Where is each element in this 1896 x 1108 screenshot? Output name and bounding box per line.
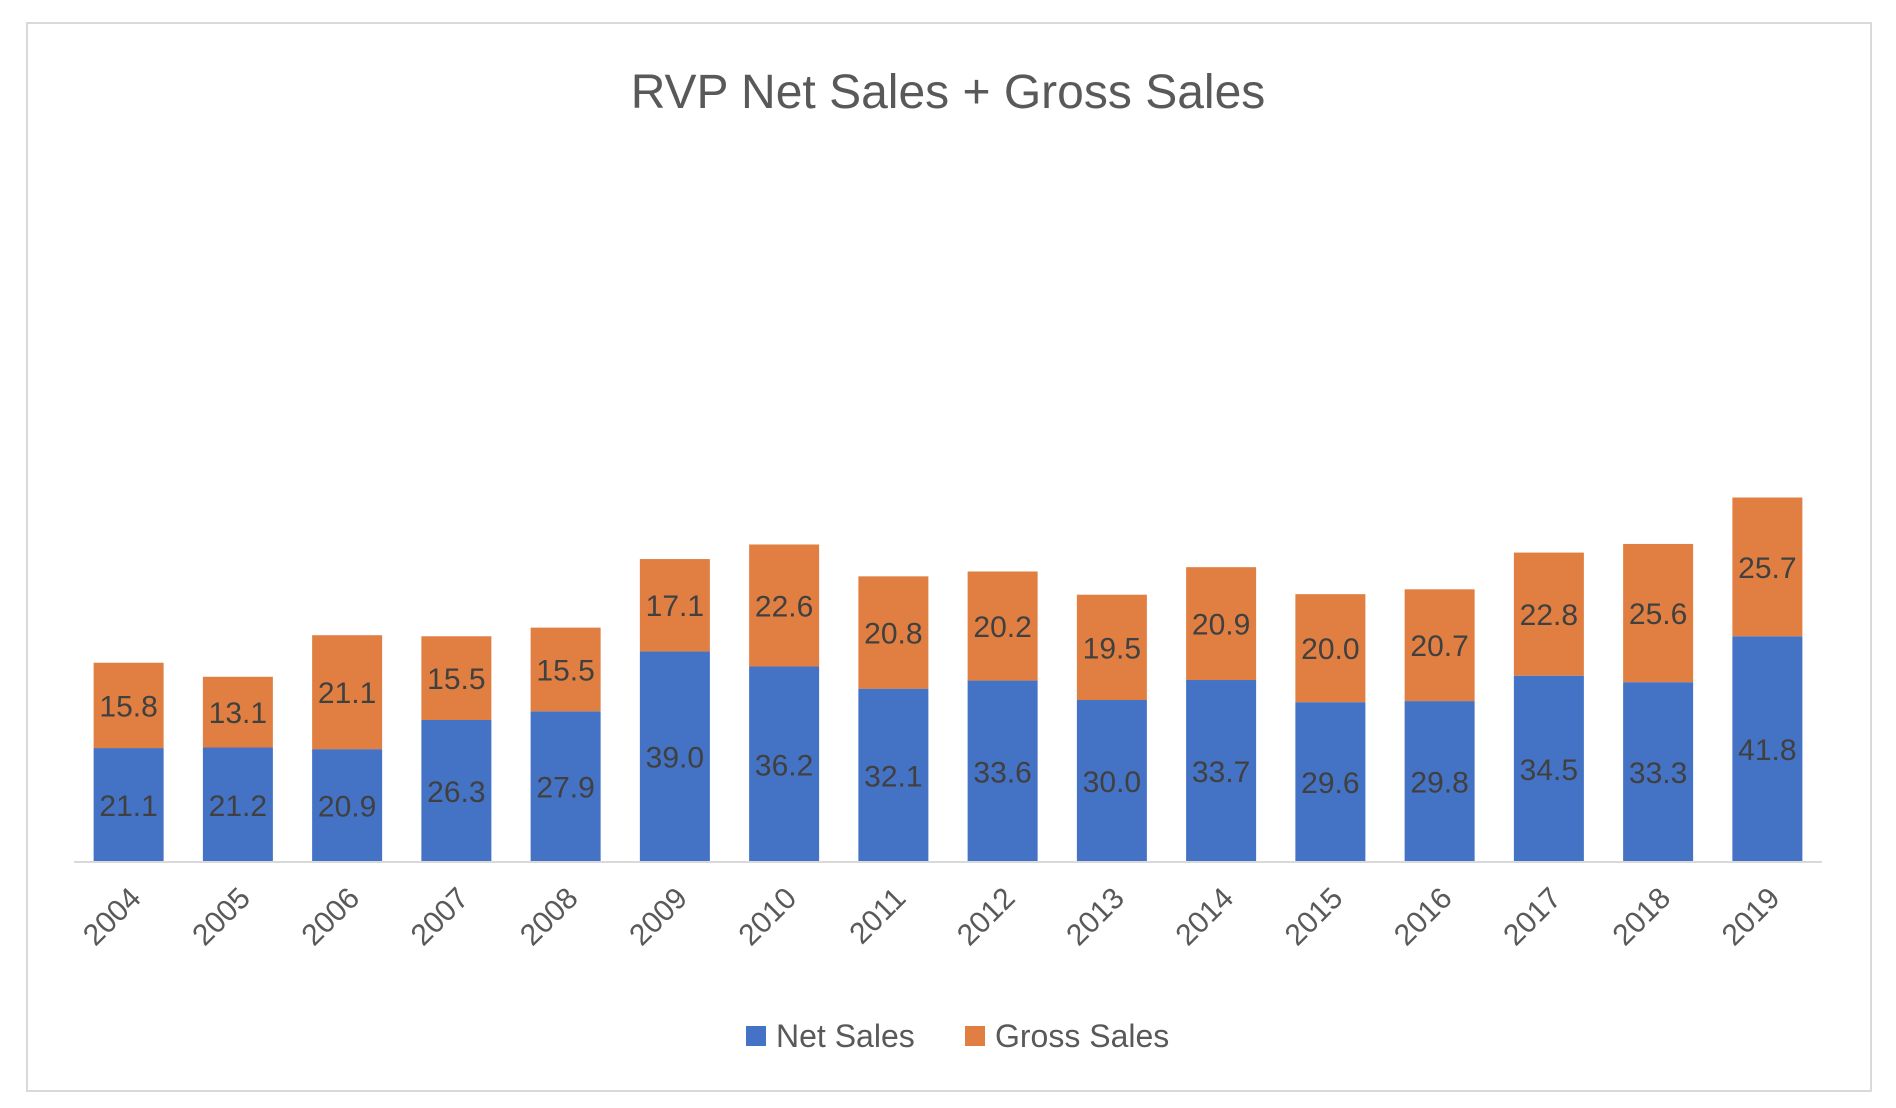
bar-net-sales-2010 <box>749 666 820 862</box>
bar-gross-sales-2010 <box>749 544 820 667</box>
data-label-gross-sales-2009: 17.1 <box>646 590 704 623</box>
data-label-net-sales-2017: 34.5 <box>1520 754 1578 787</box>
data-label-net-sales-2008: 27.9 <box>536 772 594 805</box>
bar-net-sales-2018 <box>1623 682 1694 862</box>
x-tick-label-2018: 2018 <box>1607 882 1678 953</box>
bar-gross-sales-2013 <box>1076 594 1147 700</box>
bar-net-sales-2019 <box>1732 636 1803 862</box>
x-tick-label-2008: 2008 <box>514 882 585 953</box>
data-label-net-sales-2012: 33.6 <box>973 756 1031 789</box>
data-label-net-sales-2011: 32.1 <box>864 760 922 793</box>
x-tick-label-2010: 2010 <box>733 882 804 953</box>
x-tick-label-2011: 2011 <box>843 882 912 951</box>
legend-label-gross-sales: Gross Sales <box>995 1018 1169 1054</box>
data-label-net-sales-2018: 33.3 <box>1629 757 1687 790</box>
chart-title: RVP Net Sales + Gross Sales <box>631 66 1266 119</box>
x-tick-label-2014: 2014 <box>1170 882 1241 953</box>
bar-gross-sales-2016 <box>1404 589 1475 702</box>
data-label-net-sales-2015: 29.6 <box>1301 767 1359 800</box>
x-tick-label-2017: 2017 <box>1497 882 1568 953</box>
bar-net-sales-2017 <box>1513 675 1584 862</box>
bar-gross-sales-2019 <box>1732 497 1803 637</box>
data-labels-group: 21.1 15.8 21.2 13.1 20.9 21.1 26.3 15.5 27.9 15.5… <box>99 552 1796 824</box>
data-label-net-sales-2013: 30.0 <box>1083 766 1141 799</box>
x-tick-label-2015: 2015 <box>1279 882 1350 953</box>
bar-net-sales-2013 <box>1076 700 1147 862</box>
data-label-gross-sales-2019: 25.7 <box>1738 552 1796 585</box>
x-tick-labels-group: 2004 2005 2006 2007 2008 2009 2010 2011 2012 2013… <box>77 882 1786 953</box>
bar-net-sales-2014 <box>1186 680 1257 862</box>
data-label-gross-sales-2014: 20.9 <box>1192 609 1250 642</box>
bar-gross-sales-2018 <box>1623 543 1694 683</box>
bar-gross-sales-2014 <box>1186 567 1257 681</box>
data-label-net-sales-2006: 20.9 <box>318 791 376 824</box>
data-label-gross-sales-2017: 22.8 <box>1520 599 1578 632</box>
data-label-net-sales-2016: 29.8 <box>1410 767 1468 800</box>
bar-gross-sales-2006 <box>312 635 383 750</box>
bar-net-sales-2006 <box>312 749 383 862</box>
bar-net-sales-2007 <box>421 719 492 862</box>
x-tick-label-2019: 2019 <box>1716 882 1787 953</box>
bar-gross-sales-2017 <box>1513 552 1584 676</box>
bar-gross-sales-2009 <box>639 559 710 652</box>
bar-gross-sales-2011 <box>858 576 929 689</box>
bar-net-sales-2008 <box>530 711 601 862</box>
data-label-gross-sales-2011: 20.8 <box>864 618 922 651</box>
data-label-gross-sales-2005: 13.1 <box>209 697 267 730</box>
x-tick-label-2016: 2016 <box>1388 882 1459 953</box>
legend: Net Sales Gross Sales <box>746 1018 1169 1054</box>
bar-net-sales-2015 <box>1295 702 1366 862</box>
data-label-net-sales-2004: 21.1 <box>99 790 157 823</box>
x-tick-label-2005: 2005 <box>186 882 257 953</box>
bar-net-sales-2004 <box>93 748 164 862</box>
bar-gross-sales-2005 <box>202 676 273 748</box>
legend-swatch-gross-sales <box>965 1026 985 1046</box>
data-label-net-sales-2019: 41.8 <box>1738 734 1796 767</box>
data-label-net-sales-2010: 36.2 <box>755 749 813 782</box>
bar-gross-sales-2008 <box>530 627 601 712</box>
data-label-gross-sales-2015: 20.0 <box>1301 633 1359 666</box>
data-label-gross-sales-2016: 20.7 <box>1410 630 1468 663</box>
bar-gross-sales-2004 <box>93 662 164 749</box>
bar-gross-sales-2007 <box>421 636 492 720</box>
legend-label-net-sales: Net Sales <box>776 1018 915 1054</box>
data-label-gross-sales-2007: 15.5 <box>427 663 485 696</box>
data-label-net-sales-2007: 26.3 <box>427 776 485 809</box>
data-label-gross-sales-2010: 22.6 <box>755 591 813 624</box>
data-label-net-sales-2014: 33.7 <box>1192 756 1250 789</box>
data-label-gross-sales-2006: 21.1 <box>318 677 376 710</box>
x-tick-label-2004: 2004 <box>77 882 148 953</box>
bar-net-sales-2016 <box>1404 701 1475 862</box>
bar-net-sales-2012 <box>967 680 1038 862</box>
bar-net-sales-2009 <box>639 651 710 862</box>
data-label-gross-sales-2013: 19.5 <box>1083 632 1141 665</box>
bar-gross-sales-2015 <box>1295 594 1366 703</box>
data-label-gross-sales-2012: 20.2 <box>973 611 1031 644</box>
legend-swatch-net-sales <box>746 1026 766 1046</box>
bar-net-sales-2005 <box>202 747 273 862</box>
x-tick-label-2013: 2013 <box>1060 882 1131 953</box>
bars-group <box>93 497 1803 862</box>
x-tick-label-2007: 2007 <box>405 882 476 953</box>
x-tick-label-2009: 2009 <box>623 882 694 953</box>
data-label-gross-sales-2018: 25.6 <box>1629 598 1687 631</box>
data-label-net-sales-2009: 39.0 <box>646 742 704 775</box>
bar-gross-sales-2012 <box>967 571 1038 681</box>
x-tick-label-2012: 2012 <box>951 882 1022 953</box>
x-tick-label-2006: 2006 <box>296 882 367 953</box>
data-label-gross-sales-2004: 15.8 <box>99 690 157 723</box>
bar-net-sales-2011 <box>858 688 929 862</box>
data-label-gross-sales-2008: 15.5 <box>536 654 594 687</box>
data-label-net-sales-2005: 21.2 <box>209 790 267 823</box>
